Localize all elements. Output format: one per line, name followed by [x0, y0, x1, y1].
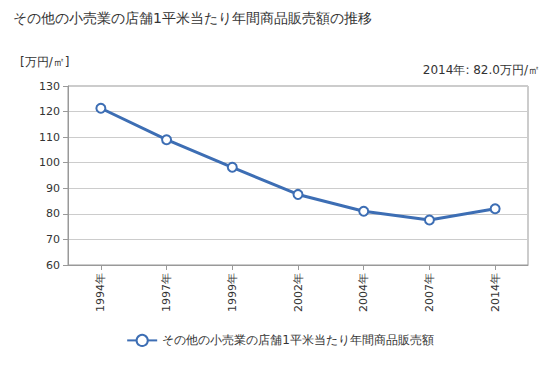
svg-text:80: 80	[46, 207, 60, 220]
svg-text:その他の小売業の店舗1平米当たり年間商品販売額の推移: その他の小売業の店舗1平米当たり年間商品販売額の推移	[13, 10, 372, 26]
svg-text:2004年: 2004年	[357, 273, 370, 312]
svg-text:2007年: 2007年	[423, 273, 436, 312]
svg-text:60: 60	[46, 259, 60, 272]
svg-text:90: 90	[46, 182, 60, 195]
svg-text:1994年: 1994年	[94, 273, 107, 312]
svg-text:1997年: 1997年	[160, 273, 173, 312]
svg-text:110: 110	[39, 131, 60, 144]
svg-text:その他の小売業の店舗1平米当たり年間商品販売額: その他の小売業の店舗1平米当たり年間商品販売額	[162, 333, 434, 347]
svg-text:2014年: 2014年	[489, 273, 502, 312]
svg-text:2014年: 82.0万円/㎡: 2014年: 82.0万円/㎡	[423, 63, 540, 77]
svg-text:100: 100	[39, 156, 60, 169]
svg-text:[万円/㎡]: [万円/㎡]	[20, 55, 69, 69]
svg-text:2002年: 2002年	[292, 273, 305, 312]
svg-text:70: 70	[46, 233, 60, 246]
svg-text:120: 120	[39, 105, 60, 118]
svg-text:130: 130	[39, 80, 60, 93]
svg-text:1999年: 1999年	[226, 273, 239, 312]
